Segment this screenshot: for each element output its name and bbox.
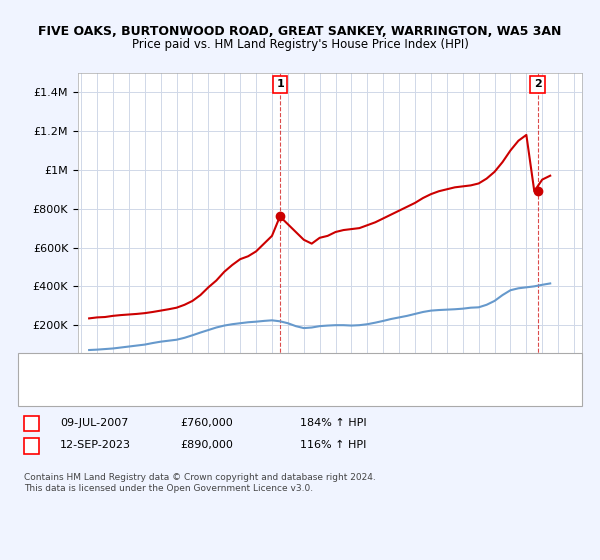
Text: 09-JUL-2007: 09-JUL-2007 <box>60 418 128 428</box>
Text: ——: —— <box>36 372 67 386</box>
Text: Contains HM Land Registry data © Crown copyright and database right 2024.
This d: Contains HM Land Registry data © Crown c… <box>24 473 376 493</box>
Text: 1: 1 <box>277 80 284 90</box>
Text: 184% ↑ HPI: 184% ↑ HPI <box>300 418 367 428</box>
Text: 2: 2 <box>534 80 542 90</box>
Text: HPI: Average price, detached house, Warrington: HPI: Average price, detached house, Warr… <box>69 375 304 385</box>
Text: 116% ↑ HPI: 116% ↑ HPI <box>300 440 367 450</box>
Text: FIVE OAKS, BURTONWOOD ROAD, GREAT SANKEY, WARRINGTON, WA5 3AN: FIVE OAKS, BURTONWOOD ROAD, GREAT SANKEY… <box>38 25 562 38</box>
Text: £890,000: £890,000 <box>180 440 233 450</box>
Text: 2: 2 <box>28 440 35 450</box>
Text: ——: —— <box>36 357 67 371</box>
Text: 12-SEP-2023: 12-SEP-2023 <box>60 440 131 450</box>
Text: Price paid vs. HM Land Registry's House Price Index (HPI): Price paid vs. HM Land Registry's House … <box>131 38 469 51</box>
Text: 1: 1 <box>28 418 35 428</box>
Text: £760,000: £760,000 <box>180 418 233 428</box>
Text: FIVE OAKS, BURTONWOOD ROAD, GREAT SANKEY,  WARRINGTON, WA5 3AN (detached h: FIVE OAKS, BURTONWOOD ROAD, GREAT SANKEY… <box>69 360 502 370</box>
